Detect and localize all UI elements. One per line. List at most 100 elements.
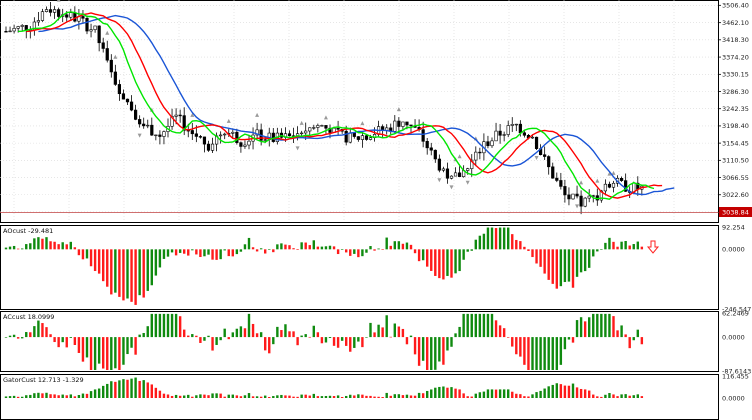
candle-body xyxy=(344,130,348,143)
histogram-bar xyxy=(588,249,591,268)
histogram-bar xyxy=(288,245,291,250)
histogram-bar xyxy=(276,244,279,250)
histogram-bar xyxy=(199,394,202,398)
candle-body xyxy=(287,133,292,137)
histogram-bar xyxy=(551,337,554,370)
histogram-bar xyxy=(162,313,166,338)
histogram-bar xyxy=(8,396,12,398)
histogram-bar xyxy=(134,377,137,398)
histogram-bar xyxy=(41,238,44,250)
histogram-bar xyxy=(73,337,77,345)
histogram-bar xyxy=(438,249,441,279)
histogram-bar xyxy=(430,389,433,398)
main-grid xyxy=(0,0,718,222)
price-tick-label: 3286.30 xyxy=(722,88,749,96)
candle-body xyxy=(433,149,437,160)
histogram-bar xyxy=(389,245,392,250)
histogram-bar xyxy=(381,397,384,398)
candle-body xyxy=(603,183,607,192)
fractal-icon xyxy=(465,180,470,185)
histogram-bar xyxy=(211,249,214,260)
histogram-bar xyxy=(61,337,64,343)
histogram-bar xyxy=(211,337,214,351)
histogram-bar xyxy=(482,391,486,398)
histogram-bar xyxy=(37,392,40,398)
histogram-bar xyxy=(280,243,283,250)
fractal-icon xyxy=(105,30,110,35)
histogram-bar xyxy=(324,337,328,343)
candle-body xyxy=(336,127,340,130)
histogram-bar xyxy=(377,324,380,338)
candle-body xyxy=(65,14,69,18)
histogram-bar xyxy=(377,248,380,250)
histogram-bar xyxy=(523,337,526,365)
histogram-bar xyxy=(393,323,396,338)
histogram-bar xyxy=(357,394,360,398)
histogram-bar xyxy=(300,394,303,398)
histogram-bar xyxy=(81,393,85,398)
histogram-bar xyxy=(215,249,218,260)
histogram-bar xyxy=(114,337,117,369)
histogram-bar xyxy=(85,249,89,259)
histogram-bar xyxy=(158,390,162,398)
histogram-bar xyxy=(81,249,85,260)
histogram-bar xyxy=(393,394,396,398)
fractal-icon xyxy=(360,121,365,126)
histogram-bar xyxy=(579,249,583,273)
histogram-bar xyxy=(612,241,615,250)
histogram-bar xyxy=(401,328,405,338)
histogram-bar xyxy=(340,397,344,398)
histogram-bar xyxy=(336,249,340,255)
candle-body xyxy=(579,195,583,207)
histogram-bar xyxy=(434,387,437,398)
histogram-bar xyxy=(567,249,571,282)
histogram-bar xyxy=(454,388,457,398)
histogram-bar xyxy=(421,337,425,361)
histogram-bar xyxy=(118,380,121,398)
histogram-bar xyxy=(454,333,457,338)
histogram-bar xyxy=(624,394,627,398)
histogram-bar xyxy=(365,337,368,338)
ao-pane-frame xyxy=(0,225,719,310)
histogram-bar xyxy=(142,332,145,338)
histogram-bar xyxy=(16,396,20,398)
histogram-bar xyxy=(81,337,85,362)
histogram-bar xyxy=(466,396,469,398)
histogram-bar xyxy=(300,335,303,338)
histogram-bar xyxy=(523,396,526,398)
histogram-bar xyxy=(636,394,639,398)
fractal-icon xyxy=(449,185,454,190)
histogram-bar xyxy=(340,337,344,341)
price-tick-label: 3462.10 xyxy=(722,19,749,27)
price-tick-label: 3242.35 xyxy=(722,105,749,113)
histogram-bar xyxy=(438,337,441,362)
histogram-bar xyxy=(450,337,453,347)
histogram-bar xyxy=(73,396,77,398)
histogram-bar xyxy=(616,246,619,250)
histogram-bar xyxy=(511,337,514,347)
fractal-icon xyxy=(579,180,584,185)
histogram-bar xyxy=(158,313,162,338)
histogram-bar xyxy=(636,329,639,338)
ac-pane-frame xyxy=(0,311,719,372)
histogram-bar xyxy=(446,249,449,276)
histogram-bar xyxy=(215,393,218,398)
histogram-bar xyxy=(527,249,530,251)
histogram-bar xyxy=(328,337,332,339)
histogram-bar xyxy=(106,383,109,398)
histogram-bar xyxy=(462,313,465,338)
histogram-bar xyxy=(231,332,234,338)
candle-body xyxy=(162,131,166,137)
candle-body xyxy=(48,9,53,13)
candle-body xyxy=(449,175,454,179)
histogram-bar xyxy=(466,313,469,338)
histogram-bar xyxy=(29,332,32,338)
candle-body xyxy=(478,151,482,154)
histogram-bar xyxy=(142,249,145,298)
candle-body xyxy=(182,115,186,131)
histogram-bar xyxy=(150,313,153,338)
histogram-bar xyxy=(195,335,198,338)
histogram-bar xyxy=(579,317,583,338)
price-tick-label: 3022.60 xyxy=(722,191,749,199)
last-price-tag: 3038.84 xyxy=(719,207,752,217)
